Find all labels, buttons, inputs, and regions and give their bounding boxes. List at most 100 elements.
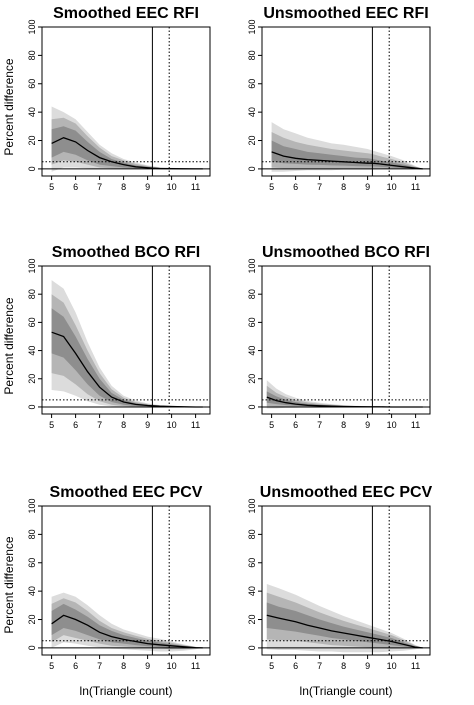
plot-area [262,27,430,176]
x-tick-label: 7 [97,420,102,430]
x-tick-label: 9 [365,661,370,671]
plot-frame [261,26,431,177]
plot-area [262,506,430,655]
x-tick-label: 5 [269,182,274,192]
x-tick-label: 7 [97,661,102,671]
x-tick-label: 10 [167,182,177,192]
y-tick-label: 60 [27,79,37,89]
y-tick-label: 40 [27,107,37,117]
y-tick-label: 20 [27,374,37,384]
x-tick-label: 5 [49,661,54,671]
x-tick-label: 7 [317,420,322,430]
panel-title: Unsmoothed BCO RFI [262,244,430,261]
y-tick-label: 100 [247,19,257,34]
y-tick-label: 0 [247,404,257,409]
x-tick-label: 11 [191,182,200,192]
y-tick-label: 80 [247,50,257,60]
y-tick-label: 20 [27,615,37,625]
chart-panel: Smoothed EEC PCV 0 20 40 60 80 100 5 6 7 8 9 10 11 [27,484,211,671]
y-tick-label: 100 [27,258,37,273]
median-line [266,396,423,408]
median-line [51,331,203,408]
y-axis-label: Percent difference [2,58,16,155]
median-line [51,136,203,170]
x-axis-label: ln(Triangle count) [300,684,393,698]
panel-title: Unsmoothed EEC RFI [263,5,428,22]
x-tick-label: 9 [365,420,370,430]
outer-band [266,380,423,409]
x-tick-label: 9 [365,182,370,192]
x-tick-label: 10 [387,420,397,430]
y-tick-label: 60 [27,558,37,568]
y-tick-label: 80 [247,289,257,299]
inner-band [266,602,423,648]
y-tick-label: 60 [247,79,257,89]
median-line [271,151,423,170]
y-tick-label: 40 [247,107,257,117]
x-tick-label: 10 [167,661,177,671]
y-tick-label: 100 [27,498,37,513]
x-tick-label: 7 [317,661,322,671]
panel-title: Smoothed EEC RFI [53,5,199,22]
x-tick-label: 11 [411,420,420,430]
middle-band [51,598,203,650]
chart-panel: Unsmoothed EEC RFI 0 20 40 60 80 100 5 6 7 8 9 10 11 [247,5,431,192]
plot-frame [41,505,211,656]
y-tick-label: 40 [27,586,37,596]
x-tick-label: 8 [341,182,346,192]
inner-band [51,308,203,407]
panel-title: Unsmoothed EEC PCV [260,484,433,501]
x-tick-label: 9 [145,182,150,192]
y-tick-label: 80 [247,529,257,539]
y-tick-label: 60 [27,317,37,327]
y-tick-label: 60 [247,558,257,568]
chart-panel: Unsmoothed EEC PCV 0 20 40 60 80 100 5 6 7 8 9 10 11 [247,484,433,671]
plot-frame [41,265,211,415]
chart-panel: Smoothed BCO RFI 0 20 40 60 80 100 5 6 7 8 9 10 11 [27,244,211,430]
x-tick-label: 6 [73,182,78,192]
x-tick-label: 8 [341,661,346,671]
y-tick-label: 60 [247,317,257,327]
y-axis-label: Percent difference [2,536,16,633]
inner-band [51,126,203,169]
x-tick-label: 9 [145,420,150,430]
plot-area [42,506,210,655]
x-tick-label: 10 [167,420,177,430]
y-tick-label: 0 [27,645,37,650]
middle-band [266,385,423,407]
x-tick-label: 6 [73,661,78,671]
y-tick-label: 20 [27,136,37,146]
plot-area [42,266,210,414]
panel-title: Smoothed EEC PCV [50,484,203,501]
y-tick-label: 20 [247,374,257,384]
x-tick-label: 6 [73,420,78,430]
y-tick-label: 80 [27,50,37,60]
x-axis-label: ln(Triangle count) [80,684,173,698]
y-tick-label: 0 [247,166,257,171]
y-tick-label: 40 [27,346,37,356]
y-tick-label: 100 [27,19,37,34]
x-tick-label: 11 [411,182,420,192]
x-tick-label: 8 [121,182,126,192]
x-tick-label: 9 [145,661,150,671]
x-tick-label: 8 [121,420,126,430]
x-tick-label: 5 [49,182,54,192]
middle-band [266,592,423,649]
inner-band [51,603,203,648]
x-tick-label: 8 [121,661,126,671]
y-tick-label: 80 [27,289,37,299]
y-tick-label: 100 [247,258,257,273]
x-tick-label: 5 [49,420,54,430]
x-tick-label: 5 [269,420,274,430]
y-tick-label: 0 [27,166,37,171]
median-line [266,614,423,649]
x-tick-label: 10 [387,182,397,192]
x-tick-label: 7 [317,182,322,192]
y-tick-label: 0 [247,645,257,650]
chart-panel: Smoothed EEC RFI 0 20 40 60 80 100 5 6 7 8 9 10 11 [27,5,211,192]
x-tick-label: 6 [293,661,298,671]
x-tick-label: 11 [191,661,200,671]
x-tick-label: 7 [97,182,102,192]
panel-title: Smoothed BCO RFI [52,244,200,261]
x-tick-label: 6 [293,420,298,430]
